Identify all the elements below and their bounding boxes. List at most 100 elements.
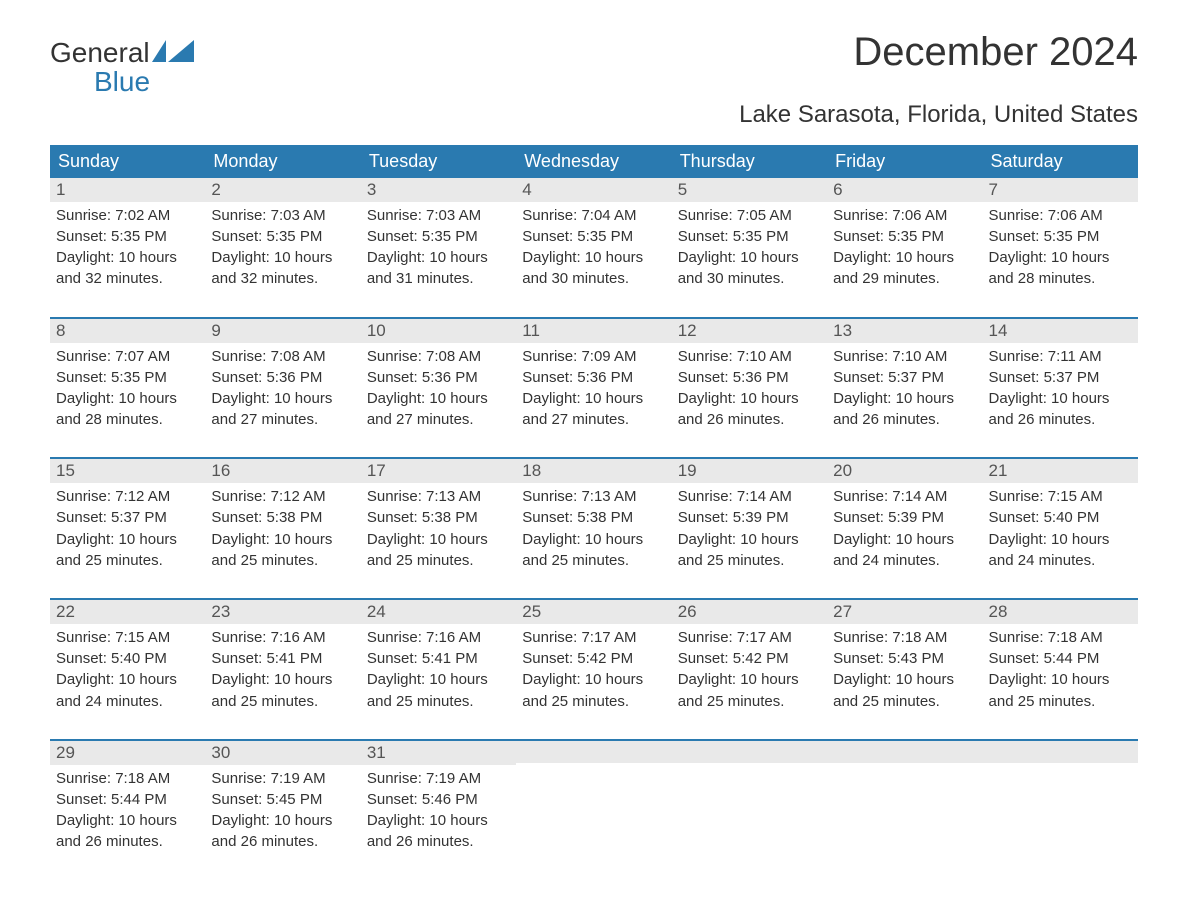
daylight-line-1: Daylight: 10 hours [522,530,665,549]
calendar: Sunday Monday Tuesday Wednesday Thursday… [50,145,1138,862]
calendar-day [827,741,982,862]
sunrise-line: Sunrise: 7:17 AM [522,628,665,647]
sunrise-line: Sunrise: 7:17 AM [678,628,821,647]
day-number: 17 [361,459,516,483]
sunset-line: Sunset: 5:35 PM [522,227,665,246]
daylight-line-1: Daylight: 10 hours [367,811,510,830]
day-number: 25 [516,600,671,624]
sunset-line: Sunset: 5:35 PM [833,227,976,246]
day-number: 8 [50,319,205,343]
calendar-day: 10Sunrise: 7:08 AMSunset: 5:36 PMDayligh… [361,319,516,440]
calendar-day: 4Sunrise: 7:04 AMSunset: 5:35 PMDaylight… [516,178,671,299]
dow-cell: Tuesday [361,145,516,178]
daylight-line-1: Daylight: 10 hours [989,248,1132,267]
daylight-line-2: and 28 minutes. [989,269,1132,288]
day-number: 16 [205,459,360,483]
calendar-week: 22Sunrise: 7:15 AMSunset: 5:40 PMDayligh… [50,598,1138,721]
day-number: 26 [672,600,827,624]
daylight-line-1: Daylight: 10 hours [833,670,976,689]
sunset-line: Sunset: 5:41 PM [367,649,510,668]
calendar-day: 18 Sunrise: 7:13 AM Sunset: 5:38 PM Dayligh… [516,459,671,580]
calendar-week: 8Sunrise: 7:07 AMSunset: 5:35 PMDaylight… [50,317,1138,440]
daylight-line-1: Daylight: 10 hours [678,389,821,408]
daylight-line-2: and 25 minutes. [678,692,821,711]
daylight-line-2: and 24 minutes. [989,551,1132,570]
day-number: 21 [983,459,1138,483]
sunset-line: Sunset: 5:36 PM [678,368,821,387]
day-number: 4 [516,178,671,202]
day-number: 31 [361,741,516,765]
day-number: 9 [205,319,360,343]
calendar-day [516,741,671,862]
daylight-line-1: Daylight: 10 hours [367,670,510,689]
calendar-day: 13Sunrise: 7:10 AMSunset: 5:37 PMDayligh… [827,319,982,440]
calendar-day: 19Sunrise: 7:14 AMSunset: 5:39 PMDayligh… [672,459,827,580]
day-number: 15 [50,459,205,483]
sunset-line: Sunset: 5:46 PM [367,790,510,809]
day-number: 30 [205,741,360,765]
daylight-line-1: Daylight: 10 hours [56,670,199,689]
calendar-day: 31Sunrise: 7:19 AMSunset: 5:46 PMDayligh… [361,741,516,862]
daylight-line-2: and 25 minutes. [522,551,665,570]
sunrise-line: Sunrise: 7:18 AM [833,628,976,647]
daylight-line-1: Daylight: 10 hours [833,530,976,549]
sunrise-line: Sunrise: 7:15 AM [989,487,1132,506]
sunset-line: Sunset: 5:35 PM [678,227,821,246]
calendar-day: 25Sunrise: 7:17 AMSunset: 5:42 PMDayligh… [516,600,671,721]
page: General Blue December 2024 Lake Sarasota… [0,0,1188,902]
calendar-day: 7Sunrise: 7:06 AMSunset: 5:35 PMDaylight… [983,178,1138,299]
calendar-week: 1Sunrise: 7:02 AMSunset: 5:35 PMDaylight… [50,178,1138,299]
sunrise-line: Sunrise: 7:13 AM [522,487,665,506]
daylight-line-1: Daylight: 10 hours [367,248,510,267]
daylight-line-1: Daylight: 10 hours [211,670,354,689]
daylight-line-2: and 26 minutes. [211,832,354,851]
sunset-line: Sunset: 5:37 PM [833,368,976,387]
dow-cell: Monday [205,145,360,178]
dow-cell: Wednesday [516,145,671,178]
sunset-line: Sunset: 5:35 PM [367,227,510,246]
daylight-line-1: Daylight: 10 hours [989,389,1132,408]
daylight-line-2: and 24 minutes. [56,692,199,711]
daylight-line-2: and 25 minutes. [211,692,354,711]
daylight-line-2: and 29 minutes. [833,269,976,288]
day-number [516,741,671,763]
sunrise-line: Sunrise: 7:18 AM [989,628,1132,647]
daylight-line-1: Daylight: 10 hours [678,670,821,689]
calendar-day: 29Sunrise: 7:18 AMSunset: 5:44 PMDayligh… [50,741,205,862]
day-number: 6 [827,178,982,202]
sunrise-line: Sunrise: 7:05 AM [678,206,821,225]
calendar-day: 26Sunrise: 7:17 AMSunset: 5:42 PMDayligh… [672,600,827,721]
day-number: 20 [827,459,982,483]
daylight-line-2: and 30 minutes. [678,269,821,288]
daylight-line-2: and 25 minutes. [211,551,354,570]
sunrise-line: Sunrise: 7:03 AM [211,206,354,225]
day-number: 29 [50,741,205,765]
day-number: 28 [983,600,1138,624]
sunrise-line: Sunrise: 7:19 AM [211,769,354,788]
calendar-week: 15Sunrise: 7:12 AMSunset: 5:37 PMDayligh… [50,457,1138,580]
logo-flag-icon [152,38,194,67]
day-number: 27 [827,600,982,624]
sunset-line: Sunset: 5:39 PM [833,508,976,527]
sunset-line: Sunset: 5:38 PM [211,508,354,527]
dow-row: Sunday Monday Tuesday Wednesday Thursday… [50,145,1138,178]
daylight-line-2: and 26 minutes. [989,410,1132,429]
sunset-line: Sunset: 5:36 PM [367,368,510,387]
location: Lake Sarasota, Florida, United States [50,101,1138,129]
sunrise-line: Sunrise: 7:11 AM [989,347,1132,366]
sunrise-line: Sunrise: 7:16 AM [211,628,354,647]
sunset-line: Sunset: 5:44 PM [56,790,199,809]
daylight-line-2: and 32 minutes. [56,269,199,288]
daylight-line-2: and 25 minutes. [989,692,1132,711]
sunset-line: Sunset: 5:38 PM [522,508,665,527]
calendar-day: 12Sunrise: 7:10 AMSunset: 5:36 PMDayligh… [672,319,827,440]
sunset-line: Sunset: 5:39 PM [678,508,821,527]
sunrise-line: Sunrise: 7:14 AM [678,487,821,506]
daylight-line-2: and 25 minutes. [56,551,199,570]
day-number: 18 [516,459,671,483]
calendar-day: 8Sunrise: 7:07 AMSunset: 5:35 PMDaylight… [50,319,205,440]
sunrise-line: Sunrise: 7:10 AM [833,347,976,366]
daylight-line-2: and 28 minutes. [56,410,199,429]
page-title: December 2024 [853,30,1138,75]
calendar-day: 23Sunrise: 7:16 AMSunset: 5:41 PMDayligh… [205,600,360,721]
